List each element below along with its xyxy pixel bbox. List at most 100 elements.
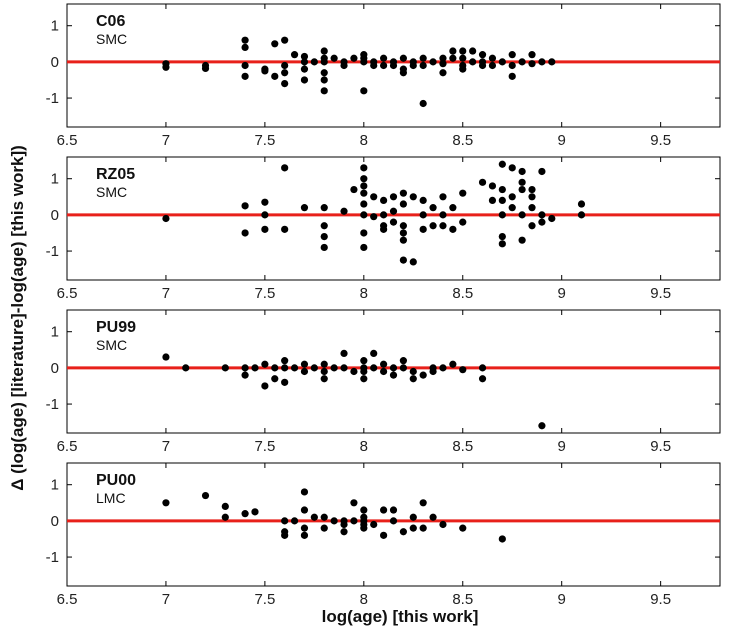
data-point <box>310 58 318 66</box>
data-point <box>478 364 487 372</box>
data-point <box>488 61 497 70</box>
y-tick-label: 1 <box>51 18 59 35</box>
data-point <box>350 499 358 507</box>
data-point <box>389 207 398 215</box>
data-point <box>320 58 328 66</box>
x-tick-label: 7 <box>162 591 170 608</box>
data-point <box>290 364 299 372</box>
data-point <box>380 225 388 233</box>
x-tick-label: 8.5 <box>452 132 473 149</box>
data-point <box>518 178 526 186</box>
data-point <box>330 364 338 372</box>
data-point <box>429 513 437 521</box>
data-point <box>508 164 516 172</box>
x-tick-label: 6.5 <box>57 591 78 608</box>
data-point <box>241 72 249 80</box>
data-point <box>548 214 556 223</box>
panel-subtitle: SMC <box>96 184 127 200</box>
data-point <box>419 225 427 233</box>
x-tick-label: 9 <box>558 591 566 608</box>
data-point <box>281 225 289 233</box>
data-point <box>271 375 279 383</box>
data-point <box>360 211 368 219</box>
data-point <box>399 528 407 536</box>
data-point <box>370 193 378 201</box>
data-point <box>241 371 249 379</box>
data-point <box>281 61 289 70</box>
x-tick-label: 9 <box>558 438 566 455</box>
data-point <box>439 222 447 230</box>
data-point <box>162 499 170 507</box>
data-point <box>459 47 467 55</box>
panel-subtitle: LMC <box>96 490 126 506</box>
y-tick-label: -1 <box>46 90 59 107</box>
data-point <box>241 202 249 210</box>
data-point <box>449 54 457 62</box>
data-point <box>380 211 388 219</box>
data-point <box>281 79 289 88</box>
y-tick-label: 0 <box>51 360 59 377</box>
data-point <box>478 375 487 383</box>
data-point <box>201 491 210 500</box>
data-point <box>518 167 526 176</box>
data-point <box>478 61 487 70</box>
data-point <box>290 51 299 59</box>
data-point <box>439 364 447 372</box>
data-point <box>518 58 526 66</box>
data-point <box>300 488 309 496</box>
x-tick-label: 9.5 <box>650 438 671 455</box>
data-point <box>281 364 289 372</box>
x-tick-label: 7 <box>162 132 170 149</box>
x-tick-label: 7 <box>162 438 170 455</box>
panel-subtitle: SMC <box>96 31 127 47</box>
data-point <box>300 204 309 212</box>
data-point <box>429 222 437 230</box>
data-point <box>360 58 368 66</box>
data-point <box>320 243 328 252</box>
data-point <box>320 232 328 241</box>
data-point <box>162 353 170 361</box>
data-point <box>251 508 259 516</box>
x-tick-label: 9.5 <box>650 285 671 302</box>
data-point <box>459 524 467 532</box>
data-point <box>419 524 427 532</box>
data-point <box>439 193 447 201</box>
panel-frame <box>66 309 721 434</box>
x-tick-label: 8 <box>360 285 368 302</box>
data-point <box>281 378 289 386</box>
data-point <box>330 54 338 62</box>
x-tick-label: 8 <box>360 132 368 149</box>
data-point <box>340 520 348 529</box>
data-point <box>340 61 348 70</box>
panel-title: PU00 <box>96 472 136 489</box>
x-tick-label: 7 <box>162 285 170 302</box>
x-axis-title: log(age) [this work] <box>322 607 479 626</box>
data-point <box>419 211 427 219</box>
x-tick-label: 9 <box>558 285 566 302</box>
data-point <box>409 524 417 532</box>
data-point <box>370 349 378 358</box>
data-point <box>360 164 368 172</box>
data-point <box>281 357 289 365</box>
data-point <box>320 524 328 532</box>
data-point <box>221 513 229 521</box>
data-point <box>360 243 368 252</box>
data-point <box>300 52 309 61</box>
data-point <box>261 382 269 390</box>
data-point <box>182 364 190 372</box>
data-point <box>399 189 407 197</box>
data-point <box>528 204 536 212</box>
data-point <box>310 364 318 372</box>
data-point <box>518 211 526 219</box>
data-point <box>399 256 407 264</box>
data-point <box>538 422 546 430</box>
data-point <box>360 357 368 365</box>
data-point <box>528 193 536 201</box>
data-point <box>350 367 358 376</box>
data-point <box>281 528 289 536</box>
data-point <box>498 185 506 194</box>
